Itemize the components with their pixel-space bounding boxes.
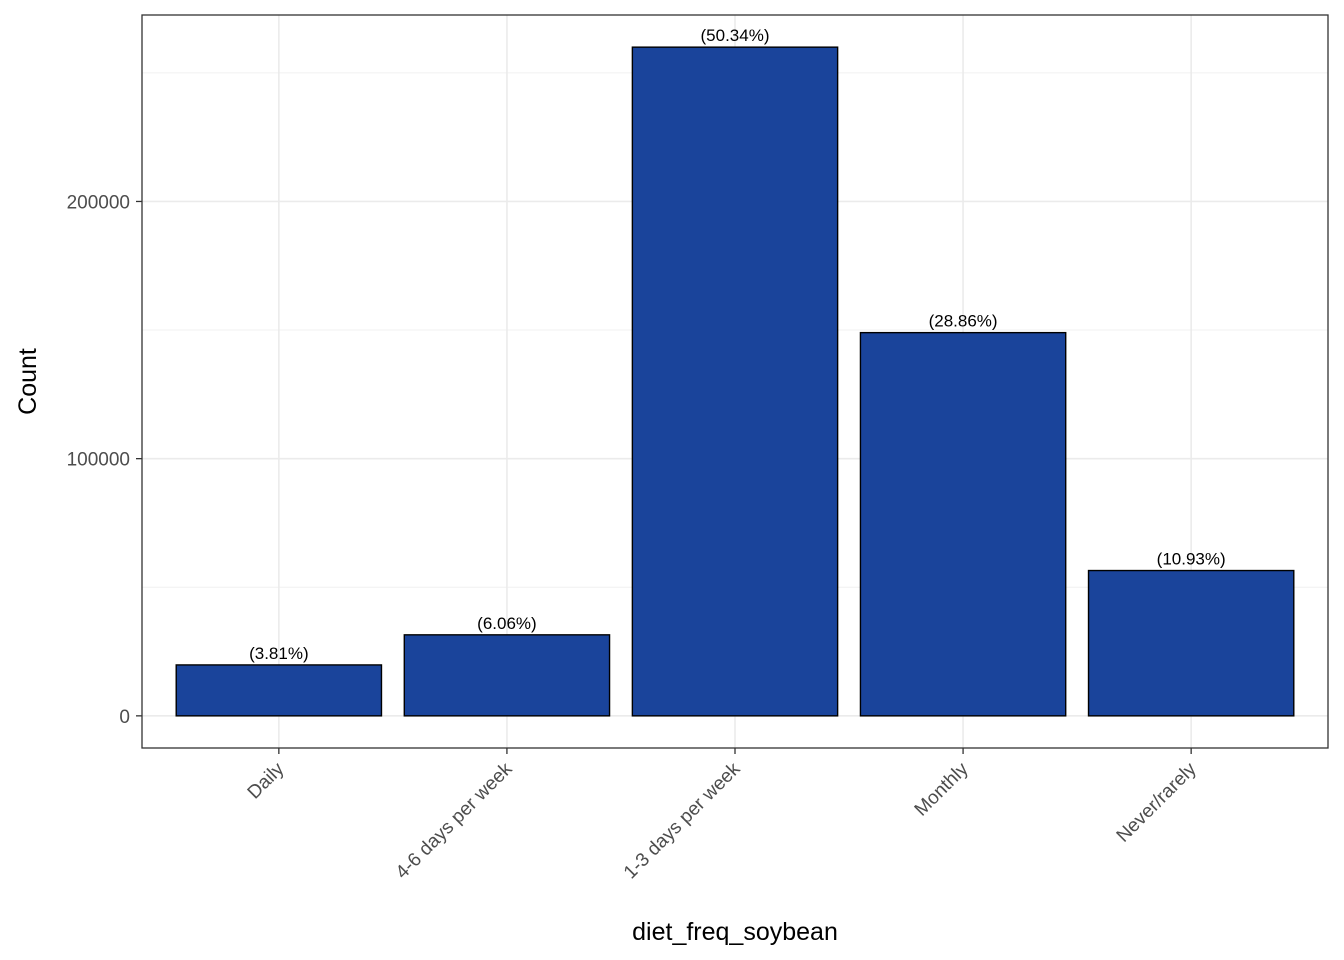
x-tick-label: 4-6 days per week [392, 758, 517, 883]
x-tick-label: Never/rarely [1113, 758, 1201, 846]
y-tick-label: 0 [119, 707, 130, 728]
x-tick-label: 1-3 days per week [620, 758, 745, 883]
data-label-3: (28.86%) [929, 312, 998, 331]
bar-3 [859, 331, 1067, 717]
x-tick-label: Daily [244, 758, 289, 803]
bar-4 [1087, 569, 1295, 717]
bar-2 [631, 46, 839, 717]
y-tick-label: 200000 [67, 192, 130, 213]
data-label-1: (6.06%) [477, 614, 537, 633]
data-labels: (3.81%) (6.06%) (50.34%) (28.86%) (10.93%) [249, 26, 1226, 663]
y-axis-title: Count [14, 348, 42, 415]
x-axis-title: diet_freq_soybean [632, 918, 838, 946]
data-label-0: (3.81%) [249, 644, 309, 663]
y-tick-label: 100000 [67, 450, 130, 471]
data-label-2: (50.34%) [701, 26, 770, 45]
bar-0 [175, 664, 383, 717]
bar-1 [403, 634, 611, 717]
data-label-4: (10.93%) [1157, 550, 1226, 569]
x-tick-label: Monthly [911, 758, 973, 820]
bars [175, 46, 1295, 717]
